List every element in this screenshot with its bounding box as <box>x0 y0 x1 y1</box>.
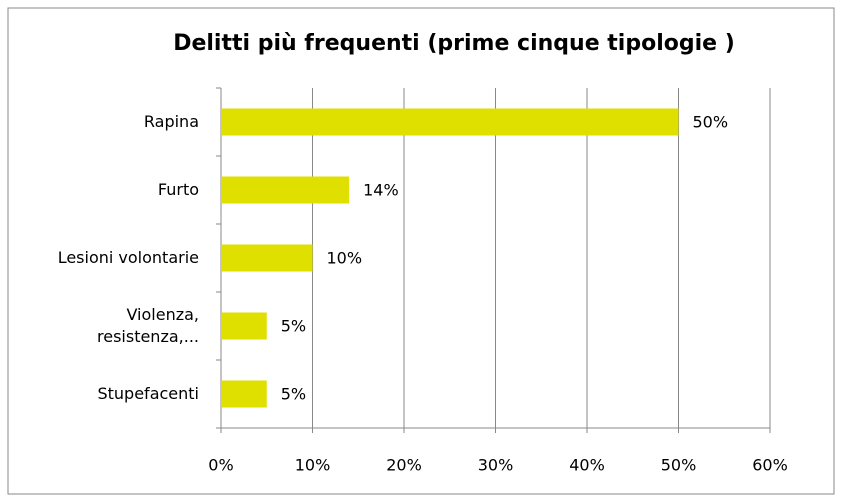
bar <box>221 380 267 408</box>
bar <box>221 312 267 340</box>
y-tick-label: Violenza, resistenza,... <box>97 305 199 346</box>
data-label: 10% <box>327 249 363 268</box>
chart-frame <box>7 7 835 495</box>
y-tick-label: Furto <box>157 180 199 199</box>
bar <box>221 108 679 136</box>
x-tick-label: 30% <box>478 456 514 475</box>
data-label: 5% <box>281 317 306 336</box>
x-tick-label: 50% <box>661 456 697 475</box>
chart-title: Delitti più frequenti (prime cinque tipo… <box>173 31 735 56</box>
bar <box>221 176 350 204</box>
y-tick-label: Stupefacenti <box>97 384 199 403</box>
y-tick-label: Rapina <box>143 112 199 131</box>
x-tick-label: 20% <box>386 456 422 475</box>
data-label: 14% <box>363 181 399 200</box>
data-label: 5% <box>281 385 306 404</box>
data-label: 50% <box>693 113 729 132</box>
x-tick-label: 40% <box>569 456 605 475</box>
x-tick-label: 0% <box>208 456 233 475</box>
bar <box>221 244 313 272</box>
y-tick-label: Lesioni volontarie <box>57 248 199 267</box>
x-tick-label: 60% <box>752 456 788 475</box>
x-tick-label: 10% <box>295 456 331 475</box>
